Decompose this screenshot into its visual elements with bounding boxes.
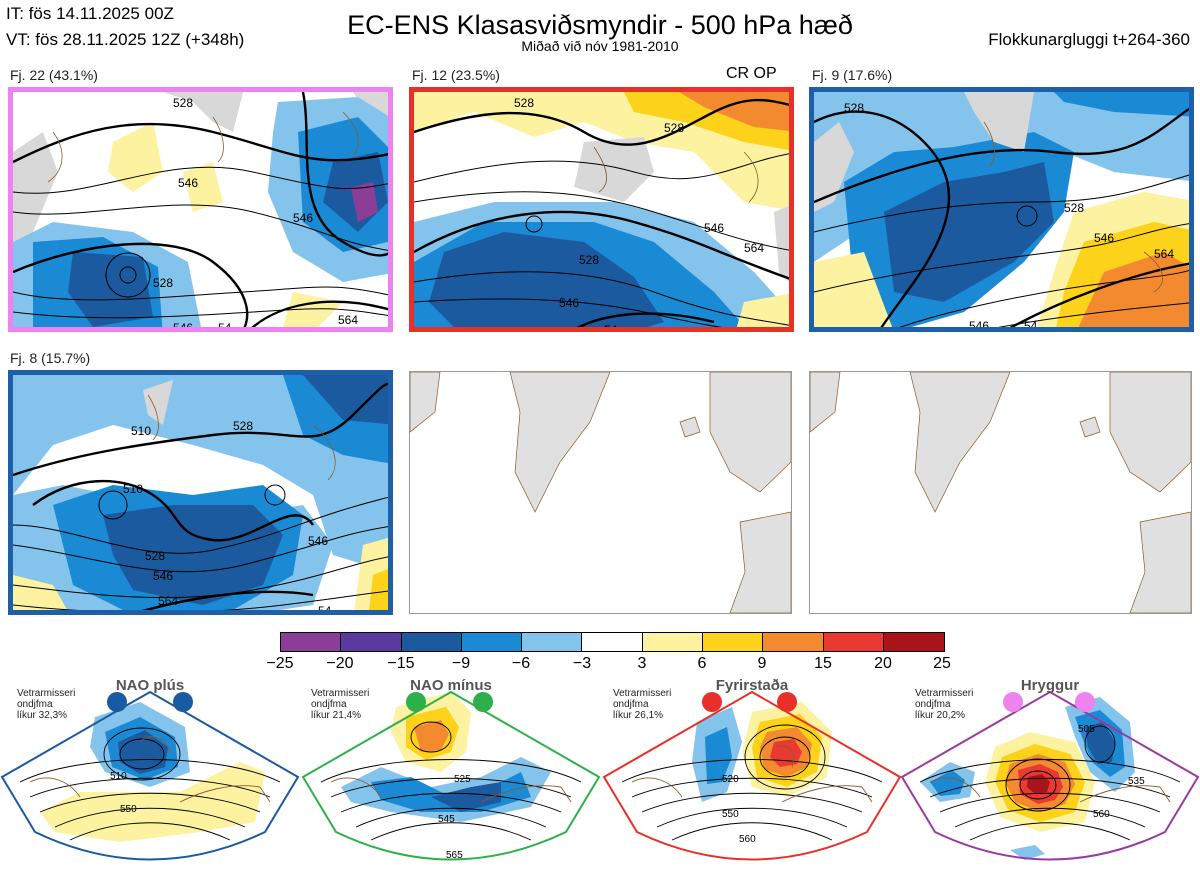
regime-contour-label: 525: [454, 774, 471, 785]
regime-info: Vetrarmisseri ondjfma líkur 26,1%: [613, 688, 672, 721]
colorbar-tick: 6: [697, 655, 707, 672]
regime-dot: [173, 692, 193, 712]
contour-label: 528: [514, 96, 534, 110]
regime-title: NAO mínus: [410, 677, 492, 694]
colorbar-swatch: [582, 633, 643, 651]
colorbar-tick: −25: [266, 655, 294, 672]
regime-contour-label: 550: [120, 804, 137, 815]
colorbar-tick: 15: [814, 655, 832, 672]
regime-nao-plus[interactable]: 510 550 NAO plús Vetrarmisseri ondjfma lík…: [0, 672, 300, 872]
regime-contour-label: 565: [446, 850, 463, 861]
empty-map-panel-2: [809, 371, 1192, 614]
contour-label: 528: [153, 276, 173, 290]
colorbar-swatch: [461, 633, 523, 651]
regime-contour-label: 505: [1078, 724, 1095, 735]
regime-info: Vetrarmisseri ondjfma líkur 21,4%: [311, 688, 370, 721]
regime-dot: [107, 692, 127, 712]
contour-label: 546: [1094, 231, 1114, 245]
colorbar-tick: 20: [874, 655, 892, 672]
empty-map-panel-1: [409, 371, 792, 614]
cluster-2-map[interactable]: 528 528 546 564 528 546 54: [409, 87, 794, 332]
regime-info: Vetrarmisseri ondjfma líkur 32,3%: [17, 688, 76, 721]
contour-label: 564: [158, 594, 178, 608]
regime-title: NAO plús: [115, 677, 185, 694]
contour-label: 546: [704, 221, 724, 235]
contour-label: 564: [744, 241, 764, 255]
contour-label: 546: [969, 319, 989, 332]
colorbar-swatch: [522, 633, 583, 651]
colorbar-swatch: [401, 633, 462, 651]
page-subtitle: Miðað við nóv 1981-2010: [521, 38, 679, 54]
contour-label: 54: [218, 321, 232, 332]
colorbar-swatch: [341, 633, 402, 651]
regime-contour-label: 520: [722, 774, 739, 785]
contour-label: 528: [1064, 201, 1084, 215]
colorbar-swatch: [823, 633, 884, 651]
contour-label: 528: [145, 549, 165, 563]
cluster-3-map[interactable]: 528 528 546 564 546 54: [809, 87, 1194, 332]
init-time: IT: fös 14.11.2025 00Z: [6, 4, 174, 23]
contour-label: 510: [131, 424, 151, 438]
colorbar-swatch: [883, 633, 945, 651]
contour-label: 528: [664, 121, 684, 135]
colorbar-swatch: [281, 633, 342, 651]
cluster-1-map[interactable]: 528 546 528 546 564 546 54: [8, 87, 393, 332]
regime-dot: [406, 692, 426, 712]
regime-dot: [702, 692, 722, 712]
regime-info: Vetrarmisseri ondjfma líkur 20,2%: [915, 688, 974, 721]
regime-dot: [777, 692, 797, 712]
contour-label: 546: [173, 321, 193, 332]
colorbar-tick: −3: [572, 655, 592, 672]
cluster-3-label: Fj. 9 (17.6%): [812, 67, 893, 83]
colorbar-swatch: [703, 633, 764, 651]
regime-dot: [1003, 692, 1023, 712]
regime-title: Fyrirstaða: [715, 677, 789, 694]
cluster-4-label: Fj. 8 (15.7%): [10, 350, 91, 366]
colorbar: [280, 632, 946, 652]
colorbar-tick: −15: [387, 655, 415, 672]
classification-window: Flokkunargluggi t+264-360: [988, 30, 1190, 49]
regime-title: Hryggur: [1020, 677, 1080, 694]
contour-label: 528: [844, 101, 864, 115]
regime-dot: [473, 692, 493, 712]
colorbar-tick: −20: [326, 655, 354, 672]
contour-label: 546: [559, 296, 579, 310]
regime-contour-label: 545: [438, 814, 455, 825]
colorbar-tick: −6: [511, 655, 531, 672]
regime-contour-label: 535: [1128, 776, 1145, 787]
regime-dot: [1075, 692, 1095, 712]
colorbar-tick: 3: [637, 655, 647, 672]
colorbar-tick: −9: [451, 655, 471, 672]
regime-contour-label: 560: [739, 834, 756, 845]
contour-label: 54: [318, 604, 332, 615]
contour-label: 564: [1154, 247, 1174, 261]
regime-blocking[interactable]: 520 550 560 Fyrirstaða Vetrarmisseri ondj…: [602, 672, 902, 872]
colorbar-tick: 9: [757, 655, 767, 672]
colorbar-swatch: [642, 633, 704, 651]
regime-contour-label: 510: [110, 771, 127, 782]
contour-label: 546: [153, 569, 173, 583]
cluster-4-map[interactable]: 528 510 510 528 546 546 564 54: [8, 370, 393, 615]
contour-label: 564: [338, 313, 358, 327]
contour-label: 546: [308, 534, 328, 548]
contour-label: 510: [123, 482, 143, 496]
contour-label: 546: [178, 176, 198, 190]
contour-label: 528: [579, 253, 599, 267]
regime-nao-minus[interactable]: 525 545 565 NAO mínus Vetrarmisseri ondjf…: [301, 672, 601, 872]
regime-ridge[interactable]: 505 535 560 Hryggur Vetrarmisseri ondjfma…: [900, 672, 1200, 872]
page-title: EC-ENS Klasasviðsmyndir - 500 hPa hæð: [347, 10, 853, 40]
contour-label: 54: [604, 323, 618, 332]
valid-time: VT: fös 28.11.2025 12Z (+348h): [6, 30, 245, 49]
colorbar-swatch: [763, 633, 824, 651]
contour-label: 528: [173, 96, 193, 110]
cluster-2-label: Fj. 12 (23.5%): [412, 67, 500, 83]
cluster-1-label: Fj. 22 (43.1%): [10, 67, 98, 83]
colorbar-tick: 25: [933, 655, 951, 672]
operational-run-label: CR OP: [726, 65, 777, 82]
regime-contour-label: 560: [1093, 809, 1110, 820]
contour-label: 546: [293, 211, 313, 225]
regime-contour-label: 550: [722, 809, 739, 820]
contour-label: 528: [233, 419, 253, 433]
contour-label: 54: [1024, 319, 1038, 332]
